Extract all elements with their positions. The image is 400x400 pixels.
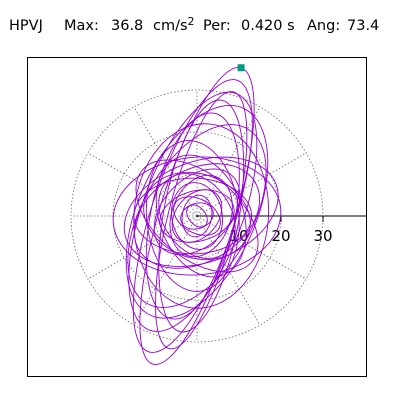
motion-loop-23 <box>171 189 223 243</box>
motion-loop-24 <box>173 196 221 236</box>
motion-loop-20 <box>169 174 233 258</box>
grid-spoke-120 <box>133 106 198 217</box>
motion-loop-25 <box>181 194 213 238</box>
max-unit-exponent: 2 <box>187 15 195 28</box>
angle-value: 73.4 <box>347 18 380 34</box>
station-code: HPVJ <box>9 18 43 34</box>
grid-spoke-300 <box>196 215 261 326</box>
max-unit-text: cm/s <box>153 18 188 34</box>
motion-loop-21 <box>159 189 235 243</box>
motion-loop-4 <box>128 91 258 332</box>
motion-loop-26 <box>180 202 214 230</box>
motion-loop-11 <box>123 156 279 267</box>
motion-loop-19 <box>158 173 236 259</box>
radial-tick-label-30: 30 <box>313 227 332 245</box>
motion-loop-6 <box>125 105 269 319</box>
period-value: 0.420 s <box>241 18 295 34</box>
grid-spoke-210 <box>87 215 198 280</box>
motion-loop-18 <box>153 168 241 256</box>
grid-spoke-60 <box>196 106 261 217</box>
peak-marker <box>237 64 245 72</box>
plot-header: HPVJ Max: 36.8 cm/s2 Per: 0.420 s Ang: 7… <box>0 0 400 44</box>
angle-label: Ang: <box>307 18 341 34</box>
motion-loop-3 <box>155 91 248 350</box>
motion-traces <box>112 67 282 365</box>
motion-loop-15 <box>155 154 247 278</box>
plot-frame <box>27 57 367 377</box>
max-label: Max: <box>64 18 99 34</box>
motion-loop-27 <box>186 204 208 228</box>
motion-loop-10 <box>112 156 282 276</box>
max-unit: cm/s2 <box>153 15 195 35</box>
motion-loop-12 <box>145 140 240 292</box>
motion-loop-16 <box>133 177 253 255</box>
peak-marks <box>237 64 245 72</box>
motion-loop-17 <box>143 171 251 261</box>
grid-spoke-240 <box>133 215 198 326</box>
grid-spoke-30 <box>196 152 307 217</box>
period-label: Per: <box>203 18 231 34</box>
max-value: 36.8 <box>111 18 144 34</box>
motion-loop-7 <box>145 112 240 320</box>
